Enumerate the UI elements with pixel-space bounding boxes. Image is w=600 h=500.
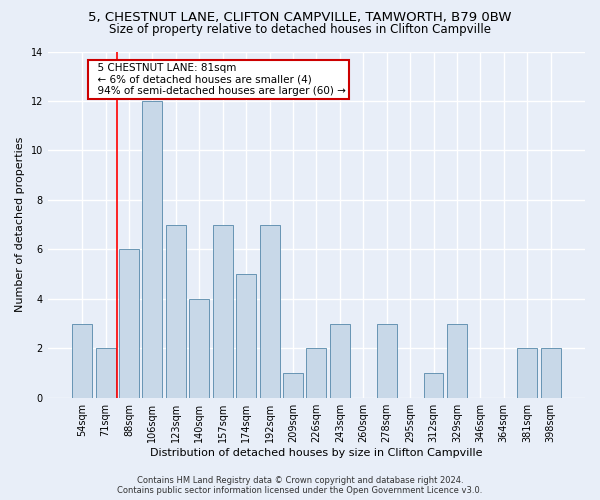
Bar — [119, 250, 139, 398]
Bar — [166, 224, 186, 398]
Bar — [424, 373, 443, 398]
Bar — [447, 324, 467, 398]
Bar — [95, 348, 116, 398]
Bar — [142, 101, 163, 398]
Bar — [377, 324, 397, 398]
Text: 5, CHESTNUT LANE, CLIFTON CAMPVILLE, TAMWORTH, B79 0BW: 5, CHESTNUT LANE, CLIFTON CAMPVILLE, TAM… — [88, 12, 512, 24]
Text: Size of property relative to detached houses in Clifton Campville: Size of property relative to detached ho… — [109, 24, 491, 36]
Bar — [283, 373, 303, 398]
Bar — [541, 348, 560, 398]
Bar — [236, 274, 256, 398]
Bar — [307, 348, 326, 398]
Bar — [190, 299, 209, 398]
Bar — [260, 224, 280, 398]
Text: Contains HM Land Registry data © Crown copyright and database right 2024.
Contai: Contains HM Land Registry data © Crown c… — [118, 476, 482, 495]
Y-axis label: Number of detached properties: Number of detached properties — [15, 137, 25, 312]
Bar — [330, 324, 350, 398]
Bar — [213, 224, 233, 398]
Bar — [72, 324, 92, 398]
Bar — [517, 348, 537, 398]
Text: 5 CHESTNUT LANE: 81sqm
  ← 6% of detached houses are smaller (4)
  94% of semi-d: 5 CHESTNUT LANE: 81sqm ← 6% of detached … — [91, 62, 346, 96]
X-axis label: Distribution of detached houses by size in Clifton Campville: Distribution of detached houses by size … — [150, 448, 482, 458]
